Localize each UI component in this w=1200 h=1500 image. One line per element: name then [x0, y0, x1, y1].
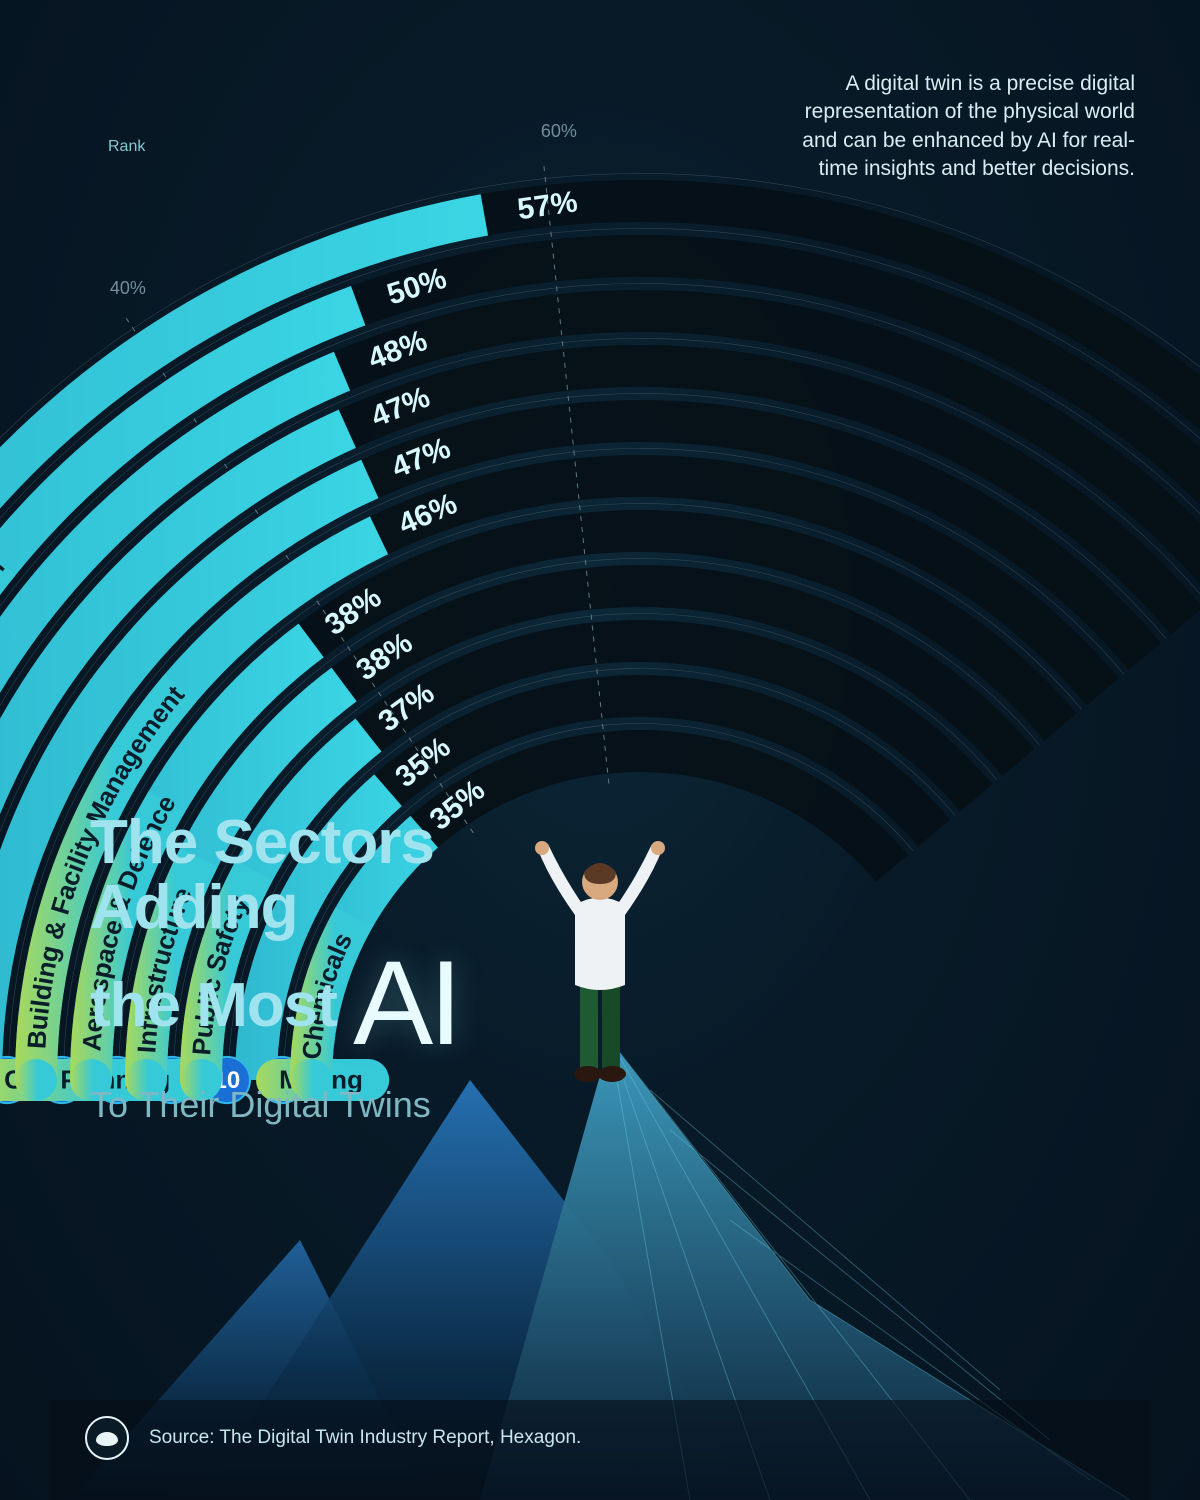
footer: Source: The Digital Twin Industry Report… [85, 1416, 581, 1460]
subtitle: To Their Digital Twins [90, 1084, 590, 1126]
title-line-2: Adding [90, 873, 298, 942]
reference-label: 60% [541, 121, 577, 141]
title-line-1: The Sectors [90, 808, 434, 877]
logo-icon [85, 1416, 129, 1460]
source-text: Source: The Digital Twin Industry Report… [149, 1427, 581, 1449]
reference-label: 40% [110, 278, 146, 298]
title-line-3: the Most [90, 971, 337, 1040]
title-block: The Sectors Adding the Most AI To Their … [90, 810, 590, 1126]
title-ai: AI [353, 936, 458, 1070]
